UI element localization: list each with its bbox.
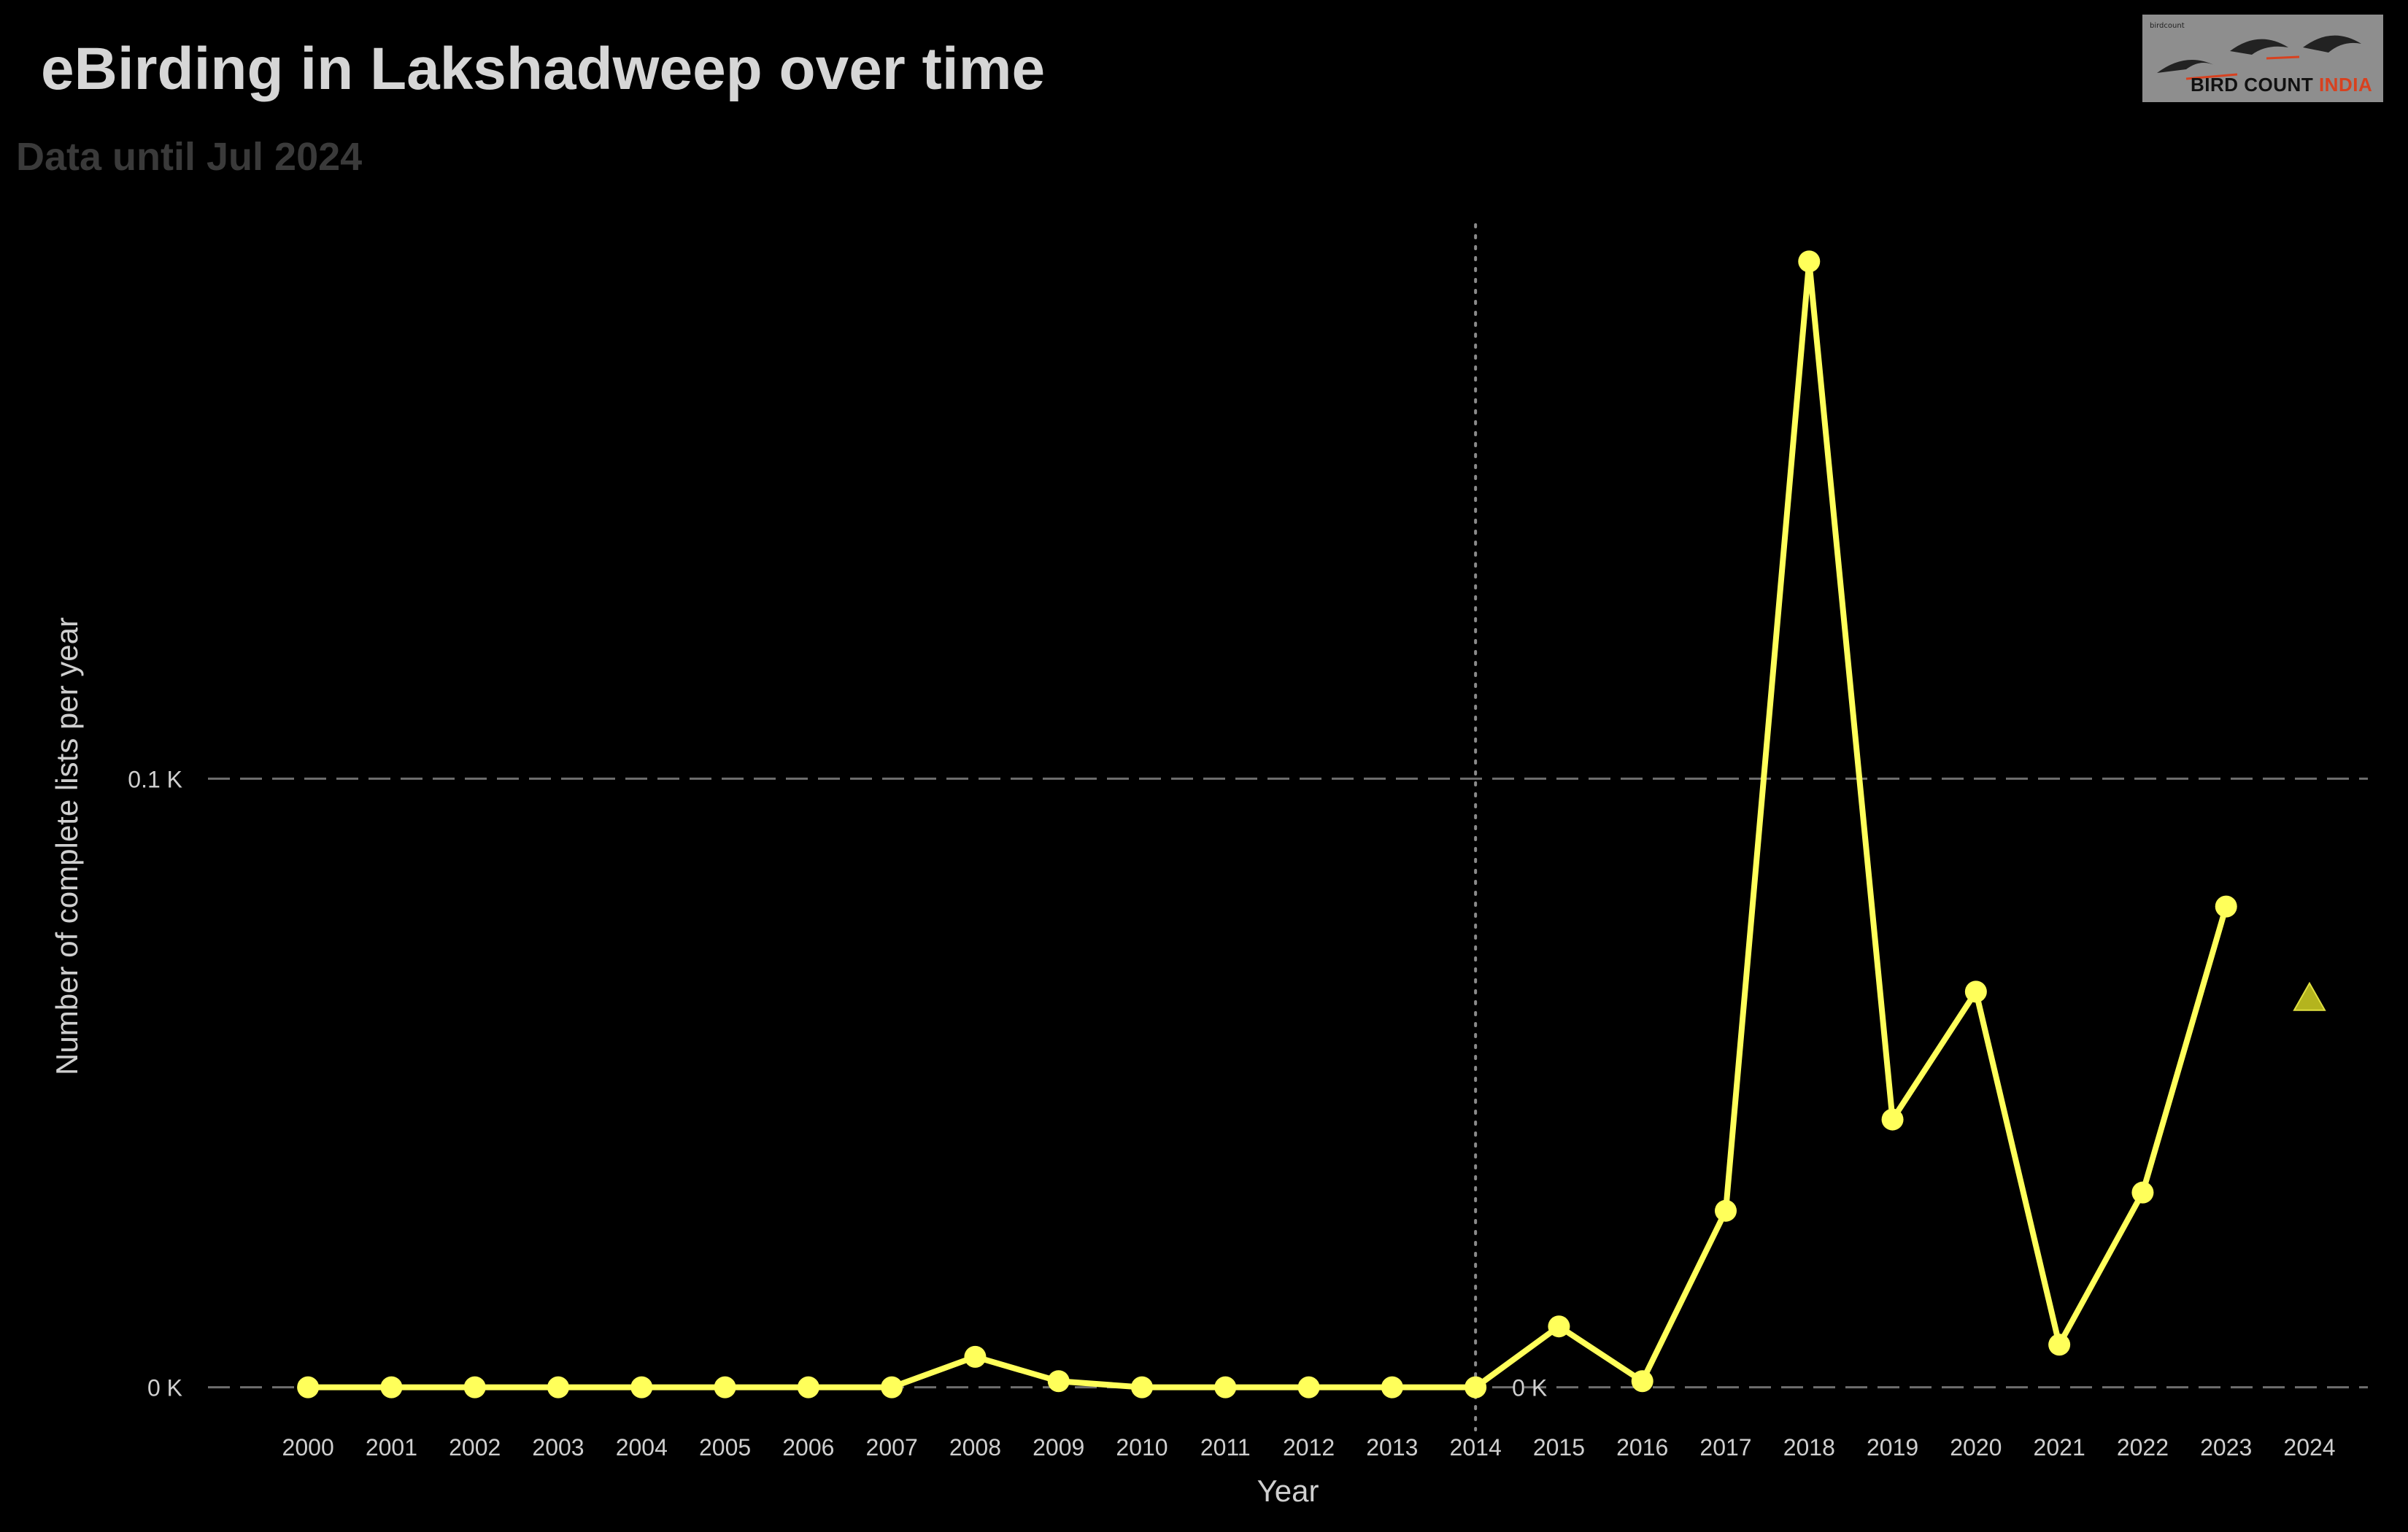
logo-wordmark: BIRD COUNT INDIA: [2191, 74, 2372, 96]
data-point-2005: [714, 1376, 736, 1398]
x-tick-label-2013: 2013: [1366, 1434, 1418, 1461]
bird-count-india-logo: birdcount BIRD COUNT INDIA: [2142, 15, 2383, 102]
series-line: [308, 258, 2229, 1390]
data-point-2002: [463, 1376, 486, 1398]
data-point-2000: [297, 1376, 320, 1398]
x-tick-label-2017: 2017: [1699, 1434, 1751, 1461]
x-tick-label-2019: 2019: [1867, 1434, 1918, 1461]
x-tick-label-2018: 2018: [1783, 1434, 1835, 1461]
x-tick-label-2020: 2020: [1950, 1434, 2002, 1461]
x-tick-label-2010: 2010: [1116, 1434, 1168, 1461]
data-point-2008: [964, 1345, 987, 1368]
reference-line-label: 0 K: [1512, 1375, 1547, 1401]
data-point-2019: [1881, 1108, 1904, 1131]
x-tick-label-2004: 2004: [616, 1434, 668, 1461]
data-point-2007: [881, 1376, 903, 1398]
x-tick-label-2002: 2002: [449, 1434, 501, 1461]
x-tick-label-2001: 2001: [366, 1434, 417, 1461]
data-point-2001: [380, 1376, 403, 1398]
x-tick-label-2003: 2003: [532, 1434, 584, 1461]
logo-word-india: INDIA: [2318, 74, 2373, 96]
data-point-2023: [2215, 895, 2237, 918]
y-tick-label-0: 0 K: [147, 1375, 182, 1401]
reference-line-group: 0 K: [1474, 223, 1547, 1431]
y-tick-label-1: 0.1 K: [128, 766, 182, 792]
data-point-2012: [1297, 1376, 1320, 1398]
data-point-2013: [1381, 1376, 1403, 1398]
data-point-2004: [630, 1376, 653, 1398]
x-tick-label-2009: 2009: [1033, 1434, 1084, 1461]
x-tick-label-2008: 2008: [949, 1434, 1001, 1461]
data-point-2011: [1214, 1376, 1237, 1398]
x-tick-label-2011: 2011: [1200, 1434, 1251, 1461]
data-point-2017: [1715, 1199, 1737, 1222]
data-point-2003: [547, 1376, 569, 1398]
x-tick-label-2015: 2015: [1533, 1434, 1585, 1461]
chart-title: eBirding in Lakshadweep over time: [41, 36, 1046, 102]
bird-silhouettes-icon: [2157, 35, 2361, 80]
data-point-2009: [1047, 1370, 1070, 1393]
partial-year-triangle-2024: [2293, 981, 2326, 1011]
y-axis-title: Number of complete lists per year: [50, 617, 84, 1075]
x-axis-title: Year: [1257, 1474, 1319, 1508]
x-tick-label-2016: 2016: [1616, 1434, 1668, 1461]
x-tick-label-2007: 2007: [866, 1434, 918, 1461]
data-point-2018: [1798, 250, 1821, 273]
x-tick-label-2024: 2024: [2283, 1434, 2335, 1461]
data-point-2016: [1631, 1370, 1653, 1393]
data-point-2021: [2048, 1334, 2071, 1356]
data-point-2010: [1131, 1376, 1153, 1398]
x-tick-label-2005: 2005: [699, 1434, 751, 1461]
series-line-group: [308, 258, 2229, 1390]
logo-word-bird-count: BIRD COUNT: [2191, 74, 2314, 96]
data-point-2015: [1548, 1315, 1570, 1338]
chart-subtitle: Data until Jul 2024: [16, 135, 363, 179]
data-point-2014: [1465, 1376, 1487, 1398]
x-tick-label-2000: 2000: [282, 1434, 334, 1461]
data-points: [297, 250, 2326, 1398]
x-tick-label-2012: 2012: [1283, 1434, 1335, 1461]
axis-ticks: 0 K 0.1 K 2000 2001 2002 2003 2004 2005 2006 2007…: [128, 766, 2335, 1461]
data-point-2006: [797, 1376, 819, 1398]
logo-small-text: birdcount: [2150, 22, 2185, 30]
x-tick-label-2022: 2022: [2117, 1434, 2169, 1461]
x-tick-label-2014: 2014: [1450, 1434, 1502, 1461]
x-tick-label-2023: 2023: [2200, 1434, 2252, 1461]
data-point-2020: [1964, 980, 1987, 1003]
data-point-2022: [2131, 1181, 2154, 1204]
x-tick-label-2006: 2006: [782, 1434, 834, 1461]
x-tick-label-2021: 2021: [2034, 1434, 2085, 1461]
grid-lines: [208, 777, 2368, 1389]
